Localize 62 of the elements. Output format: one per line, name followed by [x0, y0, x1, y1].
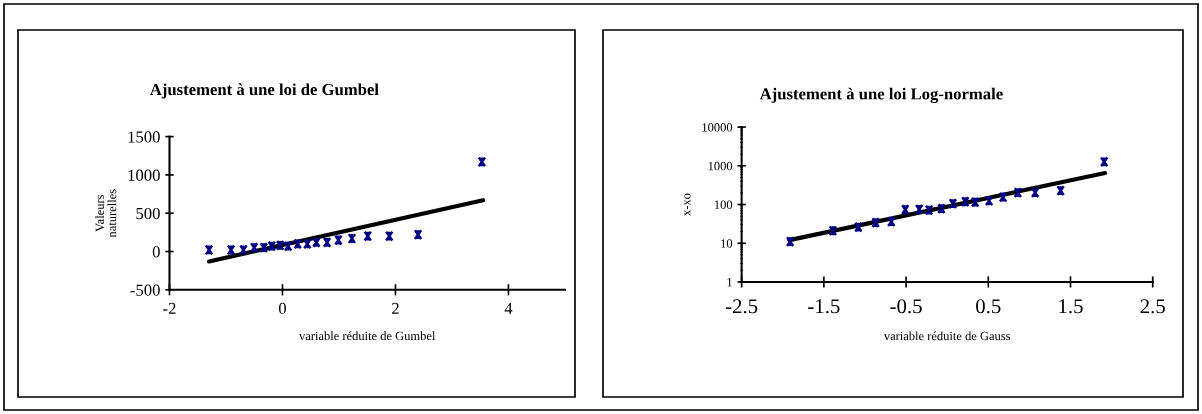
point: [1030, 186, 1040, 199]
y-tick-label: 0: [152, 246, 160, 258]
y-tick-label: 10: [721, 239, 733, 248]
y-tick-label: 500: [136, 207, 160, 220]
x-tick-label: 0.5: [976, 299, 1001, 314]
x-axis-title: variable réduite de Gauss: [883, 331, 1011, 341]
point: [275, 239, 285, 252]
point: [900, 203, 910, 216]
point: [347, 232, 357, 245]
point: [948, 198, 958, 210]
point: [998, 191, 1008, 203]
y-tick-label: 1000: [708, 161, 733, 171]
y-tick-label: 10000: [702, 123, 733, 132]
point: [828, 225, 838, 237]
chart-title: Ajustement à une loi Log-normale: [759, 87, 1003, 103]
y-tick-label: -500: [130, 284, 160, 296]
point: [937, 203, 946, 215]
y-tick-label: 1000: [128, 169, 160, 181]
y-axis-title: x-xo: [684, 193, 691, 216]
point: [914, 203, 924, 215]
point: [334, 234, 343, 246]
point: [970, 196, 980, 208]
point: [363, 230, 373, 242]
point: [785, 235, 795, 248]
y-tick-label: 100: [714, 200, 733, 209]
point: [312, 236, 321, 248]
point: [413, 229, 423, 241]
point: [239, 244, 248, 256]
x-tick-label: 2: [392, 302, 399, 314]
x-tick-label: 2.5: [1140, 299, 1165, 314]
point: [259, 242, 269, 254]
x-tick-label: -1.5: [808, 299, 840, 314]
point: [886, 216, 896, 228]
x-tick-label: -0.5: [890, 299, 922, 314]
point: [477, 156, 487, 168]
x-tick-label: 1.5: [1059, 299, 1083, 314]
y-axis-title: Valeurs naturelles: [95, 189, 117, 238]
point: [293, 238, 303, 250]
point: [1056, 185, 1065, 197]
x-tick-label: 4: [504, 302, 513, 314]
point: [1013, 186, 1023, 199]
point: [283, 240, 293, 252]
x-tick-label: 0: [278, 302, 286, 315]
point: [249, 242, 259, 254]
point: [854, 221, 863, 233]
point: [226, 244, 236, 256]
point: [384, 230, 394, 242]
point: [871, 217, 880, 229]
point: [267, 240, 277, 252]
chart-title: Ajustement à une loi de Gumbel: [149, 83, 379, 99]
x-axis-title: variable réduite de Gumbel: [299, 331, 436, 341]
point: [204, 244, 214, 256]
point: [960, 196, 970, 208]
point: [1099, 156, 1109, 168]
y-tick-label: 1500: [128, 131, 160, 143]
point: [984, 195, 994, 207]
point: [924, 204, 934, 216]
point: [322, 236, 332, 248]
point: [303, 238, 312, 250]
x-tick-label: -2: [163, 302, 176, 314]
y-tick-label: 1: [727, 278, 732, 287]
x-tick-label: -2.5: [725, 299, 758, 314]
